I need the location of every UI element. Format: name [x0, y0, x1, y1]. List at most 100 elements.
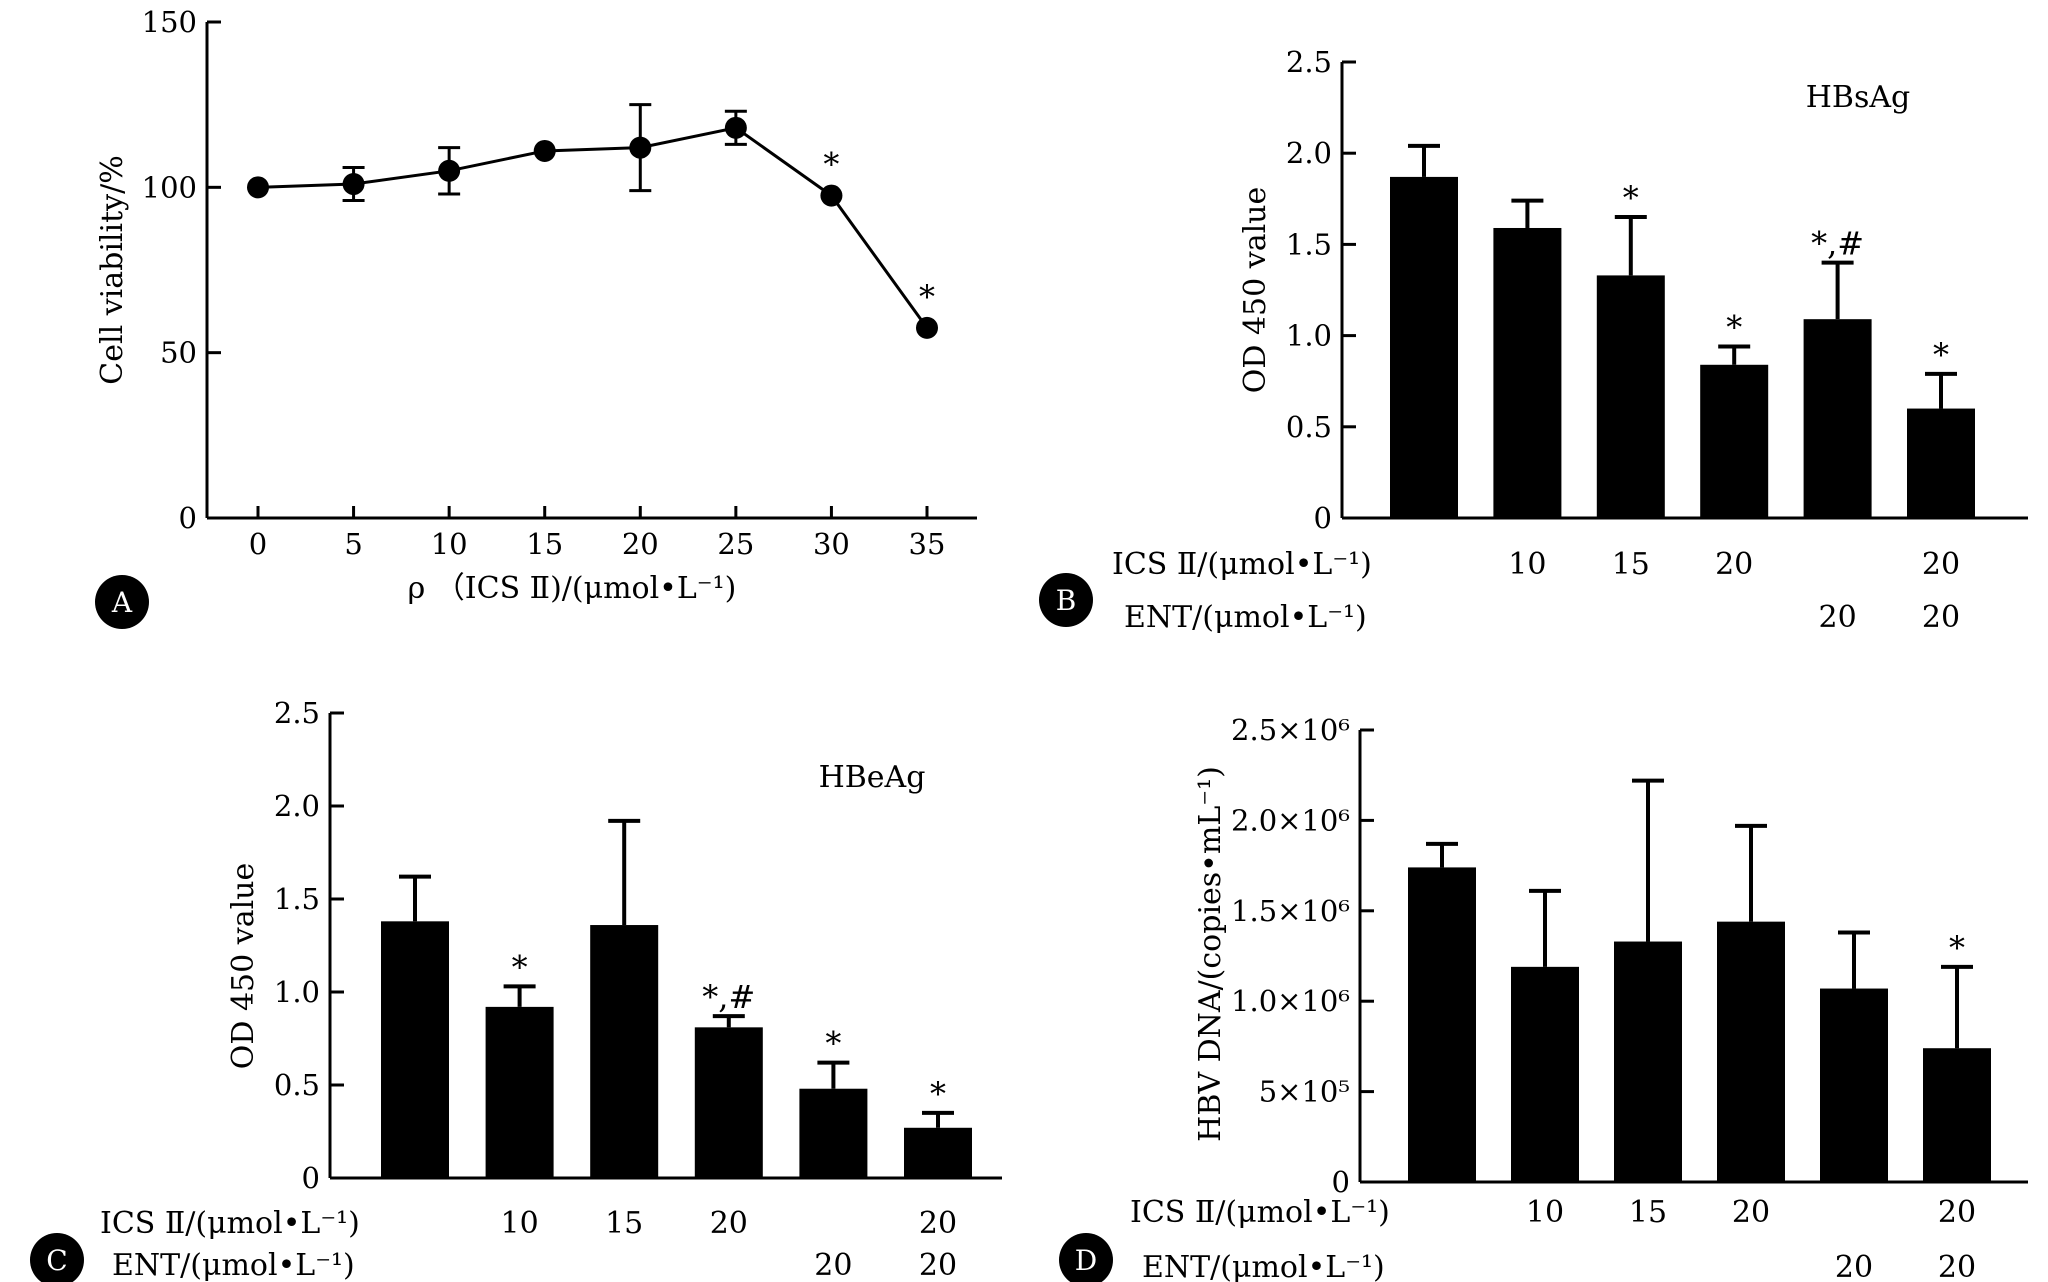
panel-letter-badge: C	[30, 1233, 84, 1282]
ics-dose-label: 20	[1732, 1195, 1770, 1230]
ics-dose-label: 15	[605, 1206, 643, 1241]
data-point	[342, 173, 365, 196]
y-tick-label: 1.0	[1286, 319, 1332, 353]
significance-label: *,#	[702, 978, 755, 1016]
y-axis-label: OD 450 value	[1238, 187, 1273, 393]
panel-letter: B	[1056, 584, 1077, 617]
panel-letter-badge: A	[95, 575, 149, 629]
significance-label: *	[930, 1075, 946, 1113]
ics-dose-label: 10	[1508, 547, 1546, 582]
ent-dose-label: 20	[814, 1248, 852, 1282]
panel-letter: A	[111, 586, 133, 619]
y-tick-label: 0	[1332, 1165, 1350, 1199]
ics-dose-label: 10	[1526, 1195, 1564, 1230]
series-line	[257, 126, 929, 329]
panel-letter: D	[1075, 1244, 1097, 1277]
ent-dose-label: 20	[919, 1248, 957, 1282]
ent-dose-label: 20	[1938, 1250, 1976, 1282]
significance-label: *	[1623, 179, 1639, 217]
y-tick-label: 1.0×10⁶	[1231, 984, 1350, 1018]
data-point	[820, 184, 843, 207]
y-tick-label: 150	[142, 5, 197, 39]
y-tick-label: 2.5	[274, 696, 320, 730]
y-tick-label: 2.5	[1286, 45, 1332, 79]
bar	[694, 1027, 763, 1178]
chart-annotation: HBsAg	[1806, 80, 1910, 115]
ics-dose-label: 10	[501, 1206, 539, 1241]
bar	[1390, 176, 1458, 519]
data-point	[247, 176, 269, 199]
panel-d-bar-chart: 0 5×10⁵ 1.0×10⁶ 1.5×10⁶ 2.0×10⁶ 2.5×10⁶ 10 15 20…	[1059, 713, 2028, 1282]
data-point	[438, 159, 461, 182]
y-tick-label: 0.5	[274, 1068, 320, 1102]
ics-dose-label: 20	[919, 1206, 957, 1241]
badge-circle	[1039, 573, 1093, 627]
badge-circle	[95, 575, 149, 629]
data-point	[916, 316, 938, 339]
bar	[590, 925, 659, 1178]
x-axis-label: ρ （ICS Ⅱ)/(μmol•L⁻¹)	[408, 571, 737, 606]
bar	[1511, 966, 1579, 1182]
y-tick-label: 0	[179, 501, 197, 535]
x-tick-label: 0	[249, 527, 267, 561]
y-tick-label: 0	[302, 1161, 320, 1195]
bar	[1803, 319, 1872, 518]
significance-label: *	[1726, 309, 1742, 347]
significance-label: *	[823, 146, 839, 184]
ent-dose-label: 20	[1819, 600, 1857, 635]
ics-dose-label: 15	[1629, 1195, 1667, 1230]
ics-dose-label: 20	[710, 1206, 748, 1241]
bar	[1923, 1048, 1991, 1182]
bar	[1907, 408, 1975, 518]
data-point	[724, 116, 747, 139]
bar	[1820, 988, 1888, 1182]
data-point	[629, 136, 652, 159]
panel-c-bar-chart: 0 0.5 1.0 1.5 2.0 2.5 * 10 15 *,# 20 * 20 * 20 20 ICS Ⅱ/…	[30, 696, 1002, 1282]
bar	[381, 921, 449, 1178]
bar	[904, 1127, 972, 1178]
ics-dose-label: 20	[1938, 1195, 1976, 1230]
significance-label: *	[512, 948, 528, 986]
data-point	[533, 139, 556, 162]
panel-a-line-chart: 0 50 100 150 0 5 10 15 20 25 30 35 * * Cell viability/…	[95, 5, 977, 629]
y-tick-label: 5×10⁵	[1259, 1075, 1350, 1109]
panel-letter: C	[46, 1244, 67, 1277]
panel-letter-badge: D	[1059, 1233, 1113, 1282]
y-tick-label: 2.0	[274, 789, 320, 823]
ics-row-label: ICS Ⅱ/(μmol•L⁻¹)	[1112, 547, 1372, 582]
ics-row-label: ICS Ⅱ/(μmol•L⁻¹)	[100, 1206, 360, 1241]
x-tick-label: 35	[909, 527, 946, 561]
y-axis-label: HBV DNA/(copies•mL⁻¹)	[1193, 766, 1228, 1142]
y-tick-label: 100	[142, 170, 197, 204]
badge-circle	[1059, 1233, 1113, 1282]
y-tick-label: 1.0	[274, 975, 320, 1009]
x-tick-label: 30	[813, 527, 850, 561]
badge-circle	[30, 1233, 84, 1282]
ics-row-label: ICS Ⅱ/(μmol•L⁻¹)	[1130, 1195, 1390, 1230]
bar	[1493, 227, 1562, 518]
ent-dose-label: 20	[1922, 600, 1960, 635]
y-axis-label: OD 450 value	[226, 863, 261, 1069]
bar	[1596, 275, 1665, 518]
y-tick-label: 0.5	[1286, 410, 1332, 444]
y-tick-label: 0	[1314, 501, 1332, 535]
y-tick-label: 1.5	[1286, 227, 1332, 261]
bar	[1408, 867, 1476, 1182]
y-tick-label: 2.5×10⁶	[1231, 713, 1350, 747]
x-tick-label: 15	[526, 527, 563, 561]
significance-label: *	[919, 278, 935, 316]
ics-dose-label: 20	[1922, 547, 1960, 582]
y-axis-label: Cell viability/%	[95, 155, 130, 384]
bar	[799, 1088, 868, 1178]
significance-label: *,#	[1811, 225, 1864, 263]
y-tick-label: 2.0×10⁶	[1231, 803, 1350, 837]
ent-row-label: ENT/(μmol•L⁻¹)	[1124, 600, 1367, 635]
panel-letter-badge: B	[1039, 573, 1093, 627]
chart-annotation: HBeAg	[819, 760, 926, 795]
y-tick-label: 1.5	[274, 882, 320, 916]
significance-label: *	[1949, 929, 1965, 967]
ics-dose-label: 15	[1612, 547, 1650, 582]
x-tick-label: 10	[431, 527, 468, 561]
ent-row-label: ENT/(μmol•L⁻¹)	[1142, 1250, 1385, 1282]
bar	[1614, 941, 1682, 1182]
